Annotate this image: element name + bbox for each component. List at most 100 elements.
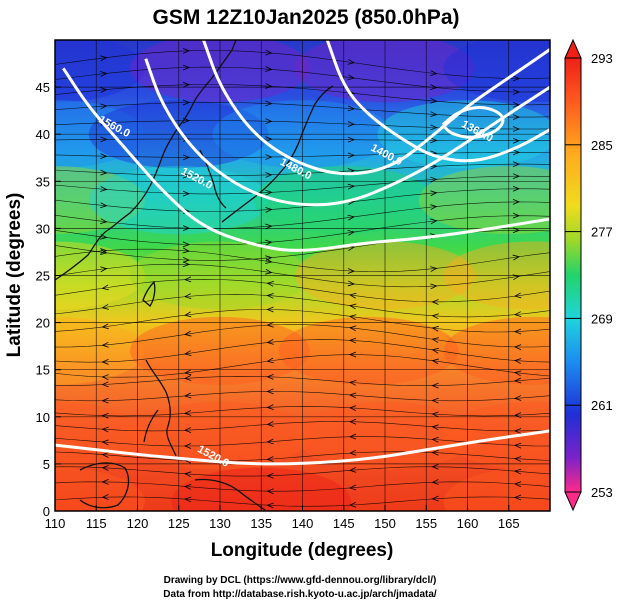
streamline-arrow bbox=[183, 427, 192, 433]
streamline-arrow bbox=[430, 70, 438, 76]
streamline-arrow bbox=[100, 136, 108, 143]
streamline bbox=[55, 293, 550, 318]
x-tick-label: 135 bbox=[250, 516, 272, 531]
streamline bbox=[55, 120, 550, 130]
contour-1520.0 bbox=[55, 429, 550, 466]
colorbar-ticks: 293 285 277 269 261 253 bbox=[565, 51, 613, 500]
streamline-arrow bbox=[101, 323, 109, 330]
streamline-arrow bbox=[431, 347, 439, 354]
temperature-cell bbox=[278, 316, 459, 385]
streamline-arrow bbox=[182, 261, 191, 268]
x-tick-label: 165 bbox=[498, 516, 520, 531]
streamline-arrow bbox=[513, 358, 522, 364]
contour-1400.0 bbox=[325, 40, 550, 163]
streamline-arrow bbox=[183, 311, 192, 318]
streamline-arrow bbox=[348, 292, 357, 299]
streamline-arrow bbox=[266, 502, 274, 509]
streamline-arrow bbox=[431, 463, 439, 470]
streamline-arrow bbox=[430, 266, 438, 272]
streamline-arrow bbox=[431, 313, 439, 320]
streamline-arrow bbox=[182, 48, 191, 54]
streamline-arrow bbox=[265, 154, 273, 160]
streamline-arrow bbox=[430, 218, 438, 225]
streamline-arrow bbox=[101, 341, 109, 348]
streamline-arrow bbox=[266, 321, 274, 328]
streamline-arrow bbox=[265, 239, 273, 246]
streamline-arrow bbox=[182, 225, 191, 231]
streamline-arrow bbox=[348, 405, 357, 411]
streamline-arrow bbox=[265, 172, 273, 178]
streamline-arrow bbox=[101, 439, 109, 446]
streamline bbox=[55, 324, 550, 348]
streamline-arrow bbox=[431, 397, 439, 404]
temperature-cell bbox=[55, 316, 145, 385]
streamline-arrow bbox=[348, 325, 357, 332]
streamline-arrow bbox=[513, 395, 522, 401]
streamline-arrow bbox=[265, 136, 273, 142]
streamline-arrow bbox=[266, 292, 274, 299]
streamline-arrow bbox=[100, 71, 108, 77]
streamline-arrow bbox=[101, 397, 109, 404]
streamline-arrow bbox=[100, 218, 108, 225]
streamline-arrow bbox=[431, 299, 439, 305]
streamline bbox=[55, 278, 550, 303]
streamline-arrow bbox=[512, 137, 521, 144]
streamline-arrow bbox=[513, 328, 522, 335]
streamline-arrow bbox=[513, 494, 522, 501]
temperature-cell bbox=[443, 40, 550, 103]
streamline-arrow bbox=[513, 311, 522, 318]
x-tick-label: 110 bbox=[45, 516, 66, 531]
streamline-arrow bbox=[513, 344, 522, 351]
streamline-arrow bbox=[513, 481, 522, 488]
colorbar-top-triangle bbox=[564, 38, 582, 59]
streamline-arrow bbox=[430, 84, 438, 91]
streamline-arrow bbox=[348, 433, 357, 440]
streamline-arrow bbox=[347, 74, 356, 81]
x-tick-label: 145 bbox=[333, 516, 355, 531]
x-tick-label: 150 bbox=[374, 516, 396, 531]
streamline-arrow bbox=[512, 161, 521, 167]
streamline-arrow bbox=[101, 479, 109, 485]
streamline-arrow bbox=[513, 377, 522, 384]
x-tick-label: 155 bbox=[415, 516, 437, 531]
streamline-arrow bbox=[266, 488, 274, 495]
geopotential-contours bbox=[55, 40, 550, 466]
streamline-arrow bbox=[101, 452, 109, 458]
streamline-arrow bbox=[100, 55, 108, 62]
contour-1480.0 bbox=[202, 40, 550, 176]
streamline-arrow bbox=[512, 173, 521, 180]
streamline bbox=[55, 201, 550, 229]
streamline-arrow bbox=[512, 114, 521, 120]
streamline bbox=[55, 309, 550, 333]
streamline-arrow bbox=[101, 412, 109, 419]
streamline-arrow bbox=[182, 172, 191, 179]
streamline-arrow bbox=[513, 370, 522, 377]
streamline-arrow bbox=[347, 214, 356, 221]
streamline-arrow bbox=[512, 75, 521, 82]
streamline bbox=[55, 248, 550, 273]
streamline-arrow bbox=[513, 292, 522, 299]
credit-drawing: Drawing by DCL (https://www.gfd-dennou.o… bbox=[164, 575, 437, 586]
streamline bbox=[55, 391, 550, 402]
streamline-arrow bbox=[100, 266, 108, 273]
streamline-arrow bbox=[101, 304, 109, 310]
streamline-arrow bbox=[430, 190, 438, 197]
streamline bbox=[55, 354, 550, 378]
streamline-arrow bbox=[266, 280, 274, 287]
x-tick-label: 160 bbox=[457, 516, 479, 531]
x-tick-label: 125 bbox=[168, 516, 190, 531]
streamline-arrow bbox=[347, 136, 356, 143]
credit-data: Data from http://database.rish.kyoto-u.a… bbox=[163, 589, 437, 600]
x-tick-label: 130 bbox=[209, 516, 231, 531]
coastlines bbox=[55, 40, 334, 511]
streamline-arrow bbox=[265, 268, 273, 275]
coastline-philippines bbox=[143, 359, 177, 457]
streamline-arrow bbox=[347, 59, 356, 65]
chart-title: GSM 12Z10Jan2025 (850.0hPa) bbox=[152, 6, 459, 29]
streamline-arrow bbox=[265, 223, 273, 230]
streamline-arrow bbox=[431, 411, 439, 418]
streamline-arrow bbox=[182, 247, 191, 254]
streamline-arrow bbox=[348, 501, 357, 508]
streamline bbox=[55, 84, 550, 106]
streamline-arrow bbox=[513, 412, 522, 418]
